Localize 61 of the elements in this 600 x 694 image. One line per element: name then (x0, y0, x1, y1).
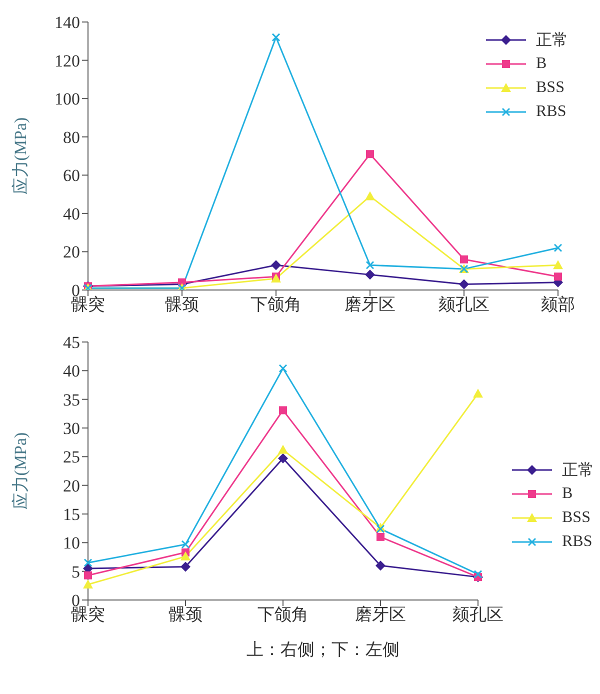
point (180, 562, 190, 572)
y-tick-label: 40 (63, 204, 80, 224)
x-tick-label: 磨牙区 (355, 605, 406, 624)
y-axis-title: 应力(MPa) (11, 432, 30, 510)
y-tick-label: 45 (63, 333, 80, 352)
legend-label: BSS (562, 509, 590, 527)
y-tick-label: 80 (63, 128, 80, 147)
y-tick-label: 30 (63, 419, 80, 438)
y-tick-label: 15 (63, 505, 80, 524)
point (554, 272, 562, 281)
point (553, 260, 563, 270)
point (83, 580, 93, 589)
point (271, 260, 281, 270)
point (474, 570, 482, 578)
x-tick-label: 颏孔区 (452, 605, 504, 624)
point (272, 33, 280, 42)
legend-label: 正常 (536, 30, 568, 50)
point (460, 255, 468, 264)
point (279, 406, 287, 414)
y-tick-label: 40 (63, 362, 80, 381)
legend-label: RBS (536, 103, 566, 121)
point (278, 364, 288, 373)
point (365, 191, 375, 200)
y-tick-label: 140 (54, 13, 80, 32)
point (473, 388, 483, 398)
point (278, 444, 288, 454)
y-tick-label: 35 (63, 390, 80, 410)
point (84, 558, 92, 567)
legend-label: BSS (536, 79, 564, 97)
x-tick-label: 髁颈 (168, 605, 202, 624)
point (366, 260, 374, 270)
legend-label: RBS (562, 533, 592, 551)
point (365, 270, 375, 280)
point (181, 540, 190, 549)
y-tick-label: 120 (54, 51, 80, 70)
point (459, 279, 469, 290)
x-tick-label: 颏孔区 (438, 295, 490, 314)
text: 上：右侧；下：左侧 (246, 639, 400, 661)
x-tick-label: 颏部 (541, 295, 575, 314)
point (278, 453, 288, 464)
y-tick-label: 100 (54, 90, 80, 109)
x-tick-label: 磨牙区 (344, 295, 396, 314)
y-tick-label: 25 (63, 448, 80, 467)
legend-label: B (562, 485, 573, 503)
y-tick-label: 60 (63, 166, 80, 186)
point (366, 150, 374, 158)
point (84, 571, 92, 580)
x-tick-label: 下颌角 (250, 295, 302, 314)
x-tick-label: 髁颈 (165, 295, 199, 314)
point (554, 244, 562, 252)
point (180, 551, 190, 560)
y-tick-label: 5 (72, 562, 80, 582)
y-tick-label: 20 (63, 242, 80, 262)
y-tick-label: 10 (63, 534, 80, 553)
legend-label: B (536, 55, 547, 73)
legend-label: 正常 (562, 460, 594, 480)
x-tick-label: 下颌角 (258, 605, 308, 624)
point (376, 560, 386, 571)
point (376, 532, 384, 541)
y-axis-title: 应力(MPa) (11, 117, 30, 195)
y-tick-label: 20 (63, 476, 80, 496)
